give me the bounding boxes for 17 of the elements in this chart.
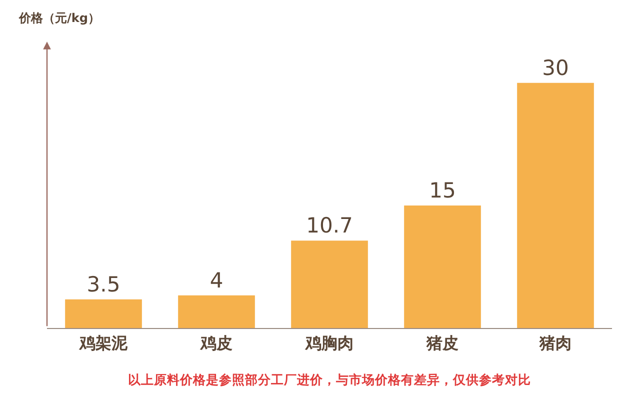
bar <box>517 82 594 328</box>
bar <box>291 240 368 328</box>
bar <box>404 205 481 328</box>
data-label: 4 <box>210 268 224 292</box>
data-label: 10.7 <box>306 214 353 238</box>
x-tick-label: 鸡胸肉 <box>304 333 354 352</box>
data-label: 30 <box>542 56 569 80</box>
x-tick-label: 鸡架泥 <box>78 333 128 352</box>
y-axis-title: 价格（元/kg） <box>18 11 100 25</box>
x-tick-label: 猪肉 <box>538 333 572 352</box>
x-tick-label: 猪皮 <box>426 333 458 352</box>
data-label: 15 <box>429 178 456 202</box>
bar <box>178 295 255 328</box>
x-tick-label: 鸡皮 <box>200 333 232 352</box>
bar <box>65 299 142 328</box>
data-label: 3.5 <box>86 272 120 296</box>
text: 以上原料价格是参照部分工厂进价，与市场价格有差异，仅供参考对比 <box>128 372 531 387</box>
